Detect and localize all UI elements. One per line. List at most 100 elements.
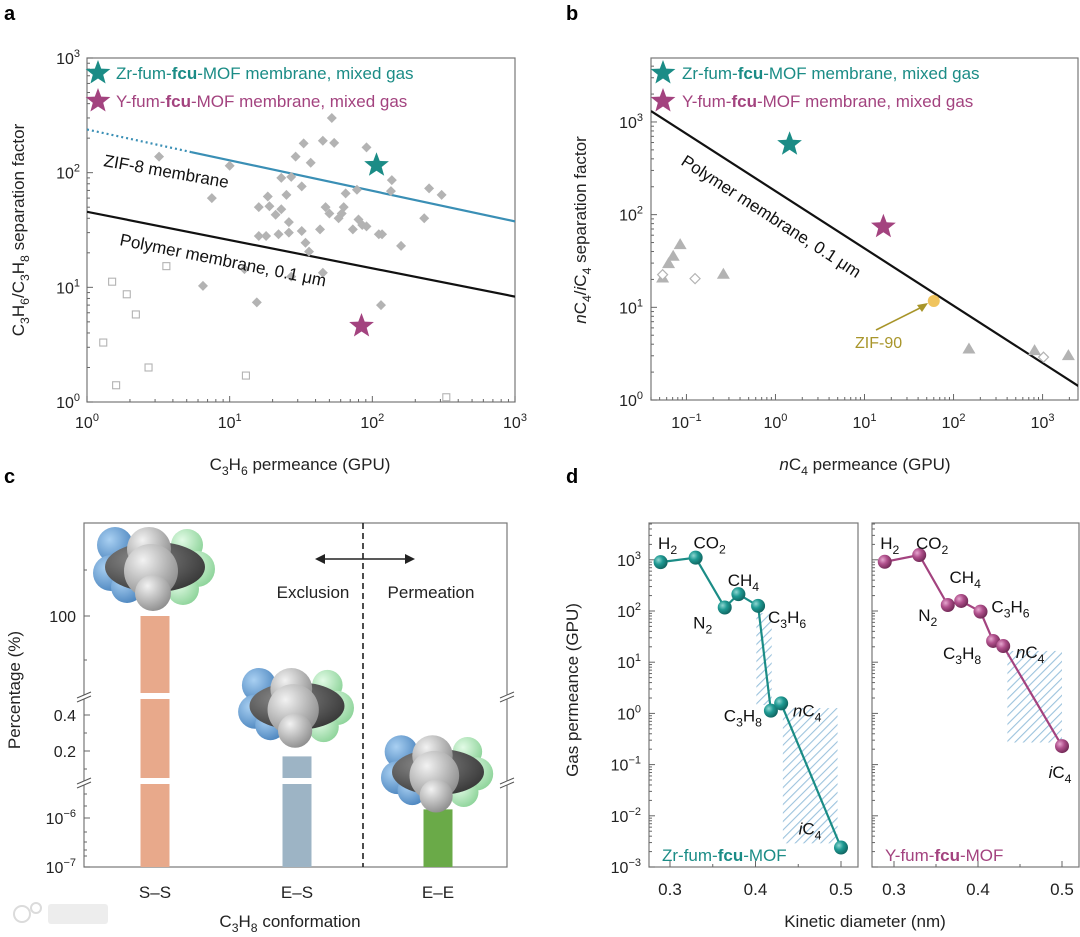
y-tick-label: 10−2 — [611, 806, 641, 826]
gas-label: CH4 — [950, 568, 982, 591]
legend-text-bold: fcu — [172, 64, 198, 83]
data-point-diamond-filled — [154, 151, 165, 162]
y-axis-label: nC4/iC4 separation factor — [571, 136, 594, 324]
legend-star-icon — [650, 60, 676, 84]
trade-off-line-dotted — [87, 128, 192, 154]
data-point-square-open — [108, 277, 117, 286]
legend-entry: Zr-fum-fcu-MOF membrane, mixed gas — [682, 64, 980, 83]
axis-break-mark — [499, 777, 515, 785]
subplot-title: Zr-fum-fcu-MOF — [662, 846, 787, 865]
data-point-diamond-filled — [317, 267, 328, 278]
data-point-diamond-filled — [361, 142, 372, 153]
zif90-point — [927, 295, 940, 308]
bar-break-gap — [140, 778, 170, 784]
data-point-diamond-filled — [385, 186, 396, 197]
data-point-square-open — [131, 310, 140, 319]
polymer-line-label: Polymer membrane, 0.1 μm — [678, 151, 865, 281]
data-point-square-open — [99, 338, 108, 347]
data-point-triangle-filled — [666, 249, 680, 261]
y-axis-label: Gas permeance (GPU) — [563, 603, 582, 777]
gas-label: iC4 — [799, 820, 822, 843]
y-tick-label: 100 — [617, 703, 641, 723]
axis-break-mark — [76, 781, 92, 789]
exclusion-label: Exclusion — [277, 583, 350, 602]
data-point-star — [777, 131, 802, 155]
data-point-diamond-filled — [251, 297, 262, 308]
panel-a-marks — [87, 128, 515, 298]
data-point-C3H6 — [751, 598, 766, 613]
panel-b-marks — [651, 110, 1078, 388]
axis-break-gap — [504, 695, 510, 699]
legend-entry: Y-fum-fcu-MOF membrane, mixed gas — [682, 92, 973, 111]
data-point-diamond-open — [656, 268, 669, 281]
gas-label: CH4 — [728, 571, 760, 594]
data-point-H2 — [877, 554, 892, 569]
data-point-diamond-filled — [317, 135, 328, 146]
data-point-diamond-filled — [281, 189, 292, 200]
data-point-diamond-filled — [270, 209, 281, 220]
data-point-iC4 — [1055, 739, 1069, 754]
arrow-left-icon — [315, 554, 325, 564]
x-tick-label: 103 — [1031, 412, 1055, 432]
panel-label-c: c — [4, 466, 15, 488]
molecule-ss-image — [93, 527, 215, 611]
axis-break-mark — [499, 695, 515, 703]
gas-label: iC4 — [1049, 763, 1072, 786]
data-point-triangle-filled — [716, 267, 730, 279]
legend-text-bold: fcu — [165, 92, 191, 111]
y-tick-label: 10−6 — [46, 808, 76, 828]
data-point-triangle-filled — [673, 238, 687, 250]
gas-label: CO2 — [916, 534, 949, 557]
data-point-square-open — [122, 290, 131, 299]
data-point-diamond-filled — [351, 184, 362, 195]
data-point-star — [364, 152, 389, 176]
data-point-diamond-filled — [305, 157, 316, 168]
legend-text-bold: fcu — [718, 846, 744, 865]
x-tick-label: 0.3 — [882, 880, 906, 899]
y-tick-label: 0.2 — [54, 744, 76, 761]
watermark-logo — [13, 902, 108, 924]
arrowhead-icon — [917, 303, 928, 312]
atom-sphere — [419, 779, 453, 813]
data-point-diamond-filled — [262, 191, 273, 202]
atom-sphere — [135, 575, 171, 611]
legend-text-pre: Zr-fum- — [662, 846, 718, 865]
data-point-diamond-filled — [320, 202, 331, 213]
panel-d-subplot-1 — [648, 522, 859, 868]
x-tick-label: E–E — [422, 883, 454, 902]
x-axis-label: C3H6 permeance (GPU) — [210, 455, 391, 478]
x-tick-label: S–S — [139, 883, 171, 902]
data-point-diamond-filled — [224, 160, 235, 171]
y-tick-label: 101 — [56, 277, 80, 297]
hatched-region — [1007, 650, 1062, 743]
x-tick-label: 10−1 — [671, 412, 701, 432]
data-point-diamond-open — [1037, 351, 1050, 363]
x-axis-label: C3H8 conformation — [219, 912, 360, 935]
data-point-star — [349, 313, 374, 337]
data-point-diamond-filled — [273, 229, 284, 240]
data-point-triangle-filled — [962, 342, 976, 354]
data-point-diamond-filled — [396, 240, 407, 251]
legend-text-post: -MOF — [743, 846, 786, 865]
data-point-nC4 — [996, 639, 1011, 654]
x-tick-label: 100 — [75, 412, 99, 432]
legend-text-post: -MOF membrane, mixed gas — [197, 64, 413, 83]
y-tick-label: 103 — [619, 112, 643, 132]
data-point-diamond-filled — [340, 188, 351, 199]
data-point-diamond-filled — [377, 229, 388, 240]
zif8-line — [191, 151, 515, 223]
panel-label-a: a — [4, 3, 16, 25]
data-point-diamond-filled — [286, 171, 297, 182]
data-point-C3H6 — [973, 604, 988, 619]
gas-label: nC4 — [1016, 643, 1045, 666]
data-point-diamond-filled — [333, 213, 344, 224]
polymer-line — [87, 210, 515, 298]
y-tick-label: 0.4 — [54, 708, 76, 725]
data-point-CH4 — [731, 587, 746, 602]
data-point-diamond-filled — [436, 189, 447, 200]
data-point-diamond-filled — [315, 224, 326, 235]
legend-text-post: -MOF — [960, 846, 1003, 865]
y-tick-label: 100 — [619, 390, 643, 410]
data-point-diamond-filled — [283, 227, 294, 238]
